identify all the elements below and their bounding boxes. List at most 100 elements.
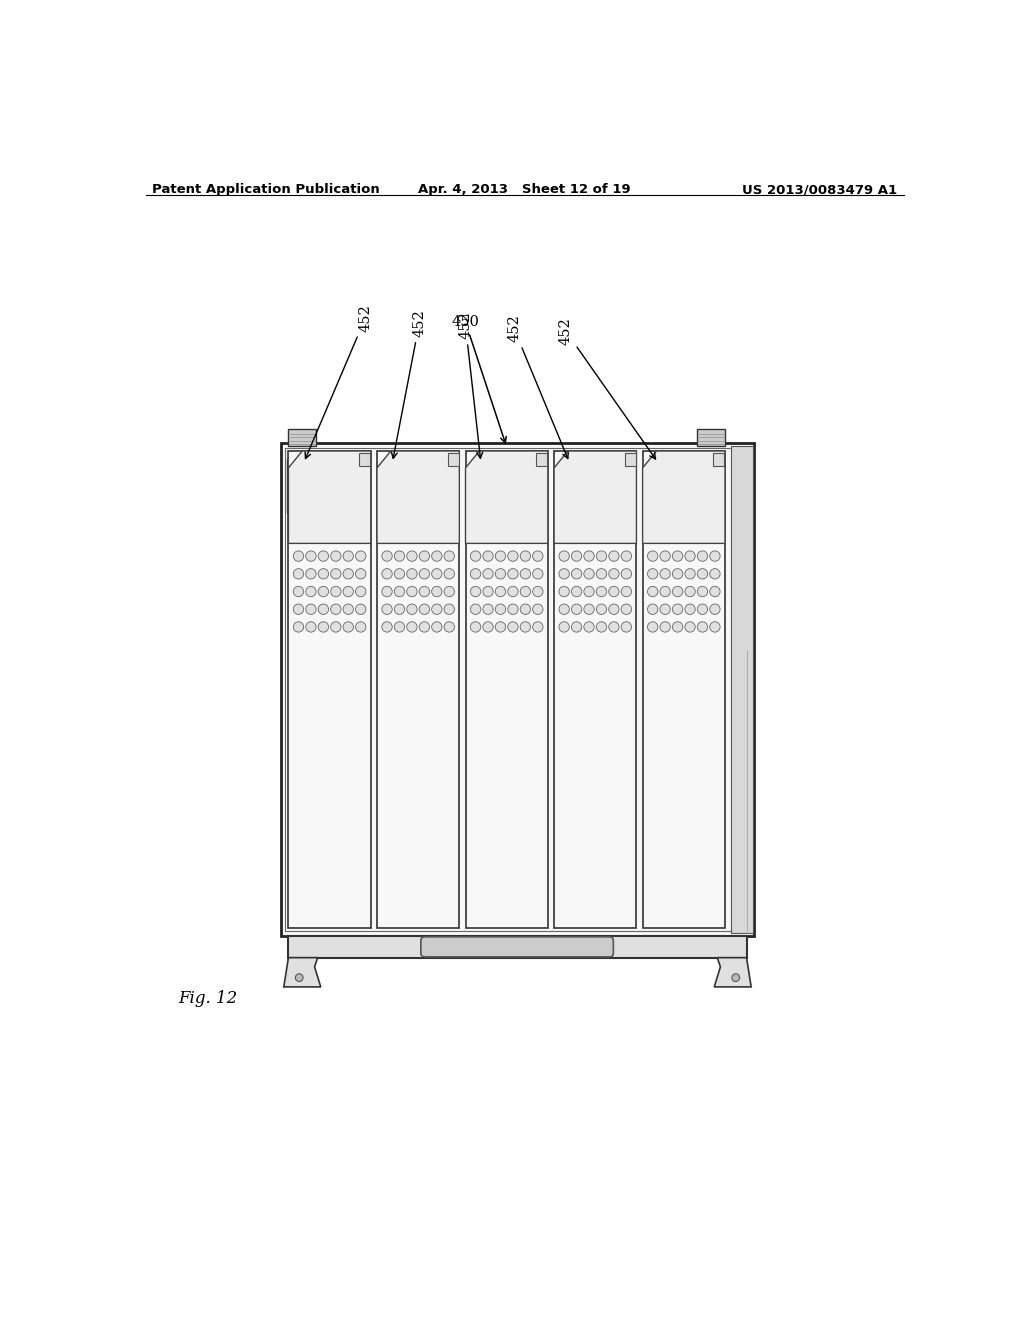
- Circle shape: [608, 605, 620, 614]
- Circle shape: [622, 569, 632, 579]
- Circle shape: [382, 550, 392, 561]
- Circle shape: [559, 622, 569, 632]
- Circle shape: [355, 622, 366, 632]
- Circle shape: [571, 586, 582, 597]
- Circle shape: [673, 586, 683, 597]
- Text: Apr. 4, 2013   Sheet 12 of 19: Apr. 4, 2013 Sheet 12 of 19: [419, 183, 631, 197]
- Circle shape: [343, 569, 353, 579]
- Circle shape: [584, 569, 594, 579]
- Text: Patent Application Publication: Patent Application Publication: [153, 183, 380, 197]
- Circle shape: [306, 550, 316, 561]
- Circle shape: [584, 586, 594, 597]
- Circle shape: [532, 550, 543, 561]
- Polygon shape: [284, 958, 321, 987]
- Circle shape: [444, 550, 455, 561]
- Circle shape: [697, 550, 708, 561]
- Circle shape: [355, 586, 366, 597]
- Circle shape: [710, 569, 720, 579]
- Circle shape: [622, 550, 632, 561]
- Circle shape: [508, 586, 518, 597]
- Circle shape: [559, 605, 569, 614]
- Circle shape: [685, 569, 695, 579]
- Text: 452: 452: [559, 317, 655, 459]
- Circle shape: [532, 605, 543, 614]
- Circle shape: [318, 605, 329, 614]
- Circle shape: [483, 622, 494, 632]
- Bar: [466, 451, 548, 928]
- Circle shape: [647, 605, 657, 614]
- Circle shape: [659, 622, 671, 632]
- Circle shape: [432, 550, 442, 561]
- Circle shape: [343, 550, 353, 561]
- Circle shape: [394, 586, 404, 597]
- Circle shape: [571, 569, 582, 579]
- Circle shape: [710, 550, 720, 561]
- Circle shape: [432, 622, 442, 632]
- Polygon shape: [554, 451, 637, 544]
- Text: 452: 452: [459, 312, 482, 458]
- Circle shape: [419, 569, 429, 579]
- Circle shape: [331, 622, 341, 632]
- Circle shape: [697, 605, 708, 614]
- Circle shape: [622, 586, 632, 597]
- Bar: [359, 453, 370, 466]
- Circle shape: [355, 605, 366, 614]
- Circle shape: [673, 622, 683, 632]
- Circle shape: [355, 569, 366, 579]
- Circle shape: [520, 605, 530, 614]
- Circle shape: [318, 569, 329, 579]
- Polygon shape: [289, 451, 371, 544]
- Text: 452: 452: [391, 309, 426, 458]
- Circle shape: [496, 622, 506, 632]
- Polygon shape: [377, 451, 460, 544]
- Circle shape: [559, 586, 569, 597]
- Text: Fig. 12: Fig. 12: [178, 990, 238, 1007]
- Circle shape: [419, 550, 429, 561]
- Circle shape: [520, 586, 530, 597]
- Circle shape: [647, 569, 657, 579]
- Circle shape: [419, 586, 429, 597]
- Circle shape: [483, 569, 494, 579]
- Circle shape: [697, 586, 708, 597]
- Circle shape: [295, 974, 303, 982]
- Circle shape: [508, 622, 518, 632]
- Circle shape: [444, 605, 455, 614]
- Circle shape: [659, 605, 671, 614]
- Circle shape: [432, 569, 442, 579]
- Circle shape: [520, 569, 530, 579]
- Circle shape: [407, 622, 417, 632]
- Text: 452: 452: [305, 304, 373, 458]
- Circle shape: [673, 550, 683, 561]
- Circle shape: [532, 586, 543, 597]
- Circle shape: [306, 586, 316, 597]
- Circle shape: [608, 569, 620, 579]
- Circle shape: [496, 569, 506, 579]
- Circle shape: [622, 605, 632, 614]
- Circle shape: [673, 569, 683, 579]
- Circle shape: [355, 550, 366, 561]
- Circle shape: [596, 569, 606, 579]
- Circle shape: [394, 605, 404, 614]
- Circle shape: [496, 605, 506, 614]
- Circle shape: [407, 586, 417, 597]
- Circle shape: [685, 550, 695, 561]
- Circle shape: [647, 622, 657, 632]
- Circle shape: [496, 550, 506, 561]
- Circle shape: [508, 550, 518, 561]
- Bar: [554, 451, 637, 928]
- Circle shape: [732, 974, 739, 982]
- Circle shape: [394, 622, 404, 632]
- Circle shape: [293, 569, 304, 579]
- Circle shape: [532, 569, 543, 579]
- Polygon shape: [714, 958, 752, 987]
- Circle shape: [532, 622, 543, 632]
- Circle shape: [331, 605, 341, 614]
- Bar: [286, 447, 750, 932]
- Circle shape: [432, 605, 442, 614]
- Circle shape: [470, 605, 481, 614]
- Bar: [281, 444, 755, 936]
- Bar: [714, 453, 724, 466]
- Bar: [287, 459, 316, 513]
- Circle shape: [343, 622, 353, 632]
- Polygon shape: [466, 451, 548, 544]
